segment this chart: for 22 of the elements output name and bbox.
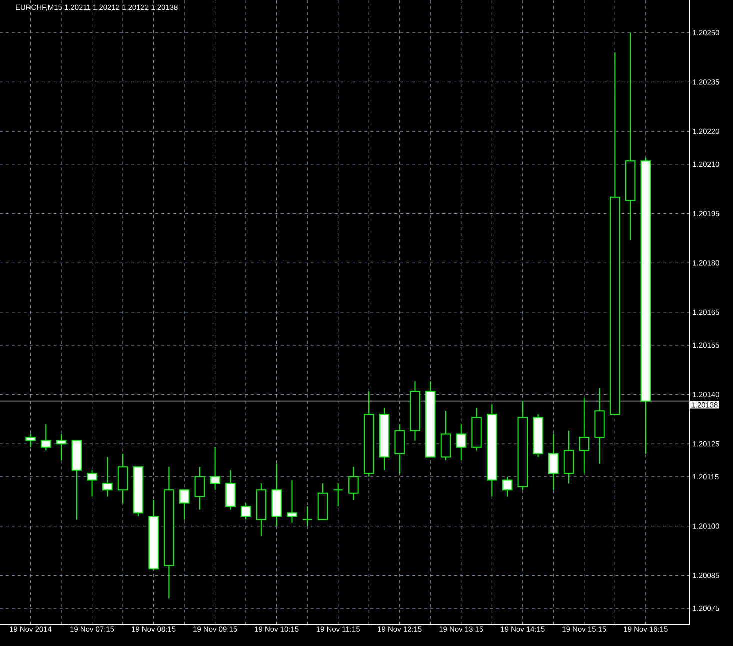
candlestick [302,506,313,527]
candlestick [502,476,513,498]
candlestick [287,480,298,524]
candlestick [456,424,466,462]
candlestick [240,502,252,520]
candlestick [579,398,590,474]
candlestick [194,466,206,510]
candlestick [564,430,574,484]
candlestick [333,483,344,508]
candlestick [394,424,405,474]
candlestick [210,446,220,491]
candlestick [56,434,67,462]
candlestick [26,434,36,448]
candlestick [41,424,52,452]
candlestick [118,453,128,504]
candlestick [87,470,98,498]
candlestick [102,456,113,498]
candlestick [348,466,359,500]
candlestick [226,470,236,510]
candlestick [548,434,559,491]
candlestick [440,410,452,462]
candlestick [179,490,190,520]
